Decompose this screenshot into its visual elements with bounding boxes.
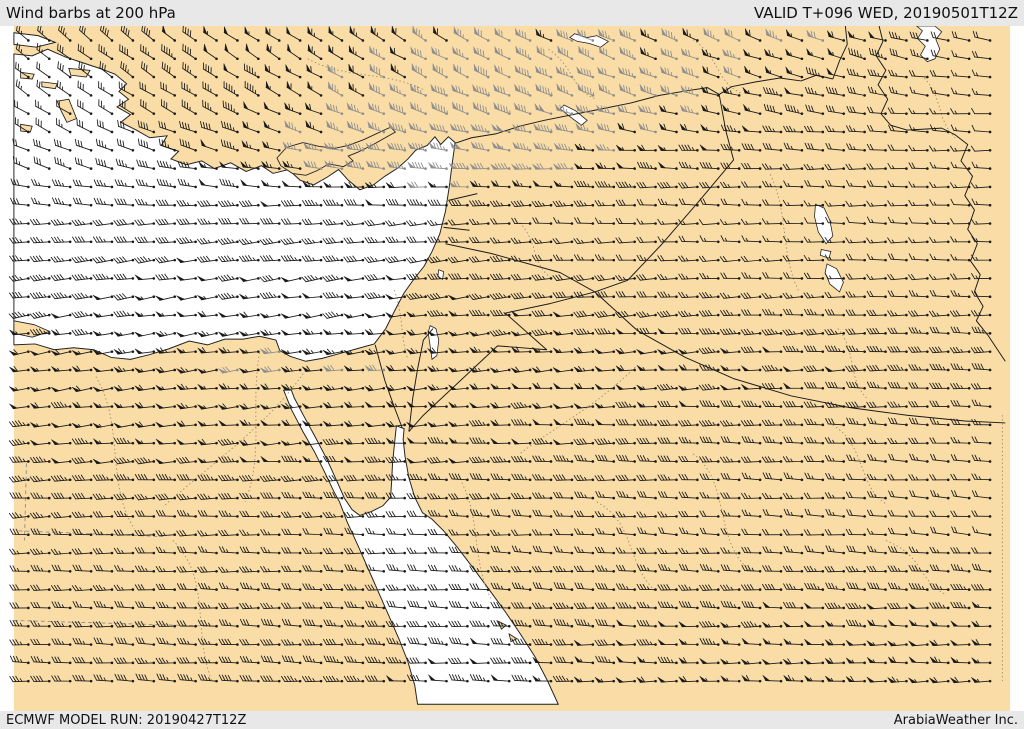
map-canvas bbox=[8, 26, 1011, 711]
page-title: Wind barbs at 200 hPa bbox=[6, 4, 176, 22]
wind-barb-map bbox=[0, 26, 1024, 711]
brand-label: ArabiaWeather Inc. bbox=[893, 712, 1018, 728]
header-bar: Wind barbs at 200 hPa VALID T+096 WED, 2… bbox=[0, 0, 1024, 26]
valid-time-label: VALID T+096 WED, 20190501T12Z bbox=[753, 4, 1018, 22]
footer-bar: ECMWF MODEL RUN: 20190427T12Z ArabiaWeat… bbox=[0, 711, 1024, 729]
model-run-label: ECMWF MODEL RUN: 20190427T12Z bbox=[6, 712, 247, 728]
